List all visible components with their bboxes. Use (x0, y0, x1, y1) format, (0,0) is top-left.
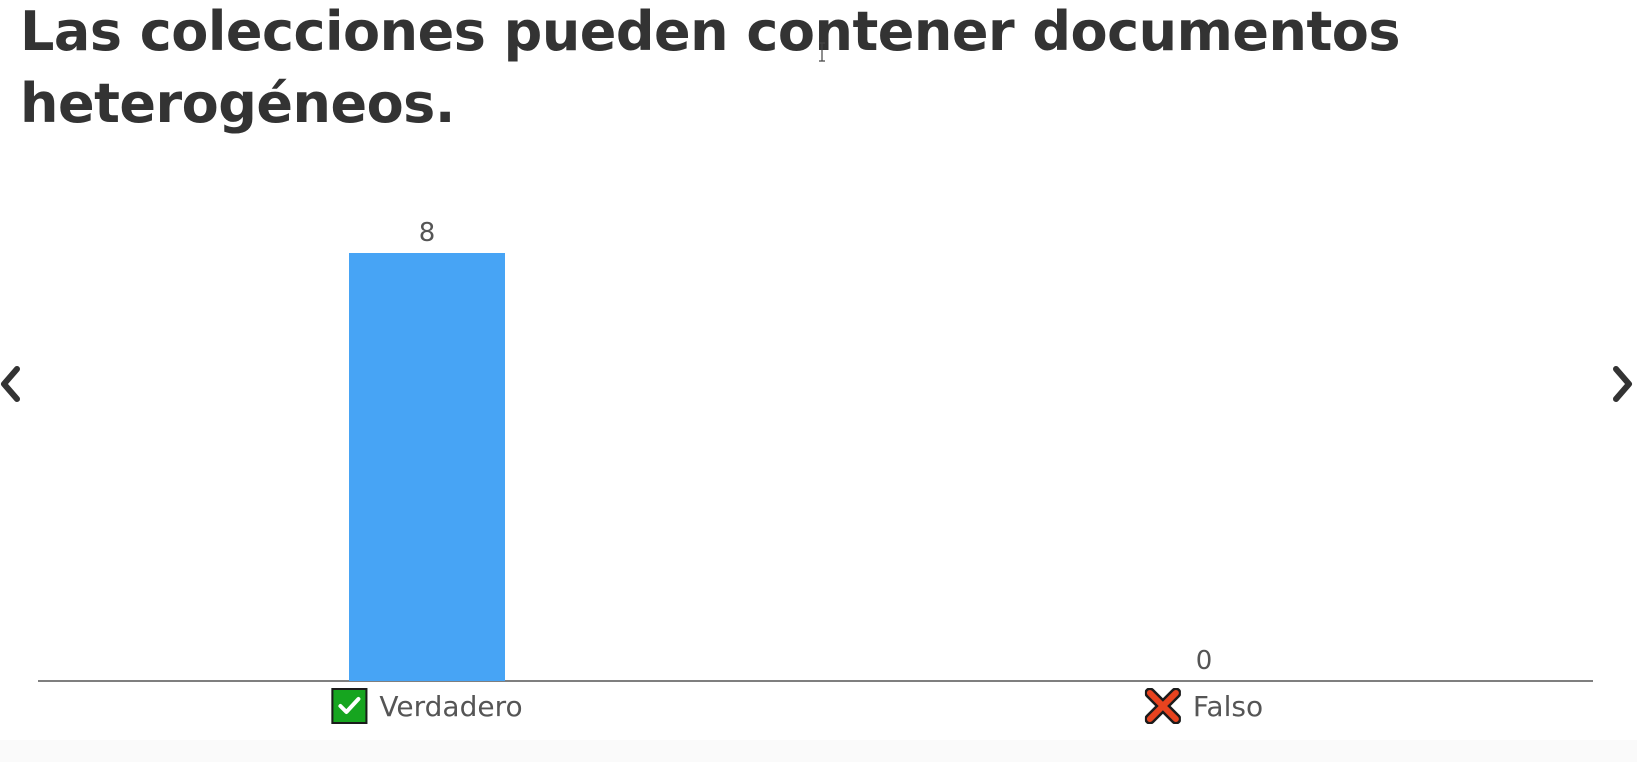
chevron-right-icon (1613, 366, 1632, 402)
data-label-falso: 0 (1196, 646, 1213, 676)
data-label-verdadero: 8 (419, 218, 436, 248)
next-question-button[interactable] (1605, 360, 1637, 408)
question-title: Las colecciones pueden contener document… (20, 0, 1401, 135)
category-label-verdadero: Verdadero (331, 686, 523, 726)
check-box-icon (331, 688, 368, 724)
footer-strip (0, 740, 1637, 762)
previous-question-button[interactable] (0, 360, 28, 408)
category-label-falso: Falso (1144, 686, 1264, 726)
cross-icon (1144, 688, 1181, 724)
bar-verdadero (349, 253, 505, 681)
category-text-falso: Falso (1192, 689, 1264, 723)
text-cursor-icon (819, 42, 825, 62)
category-text-verdadero: Verdadero (379, 689, 523, 723)
chevron-left-icon (1, 366, 20, 402)
